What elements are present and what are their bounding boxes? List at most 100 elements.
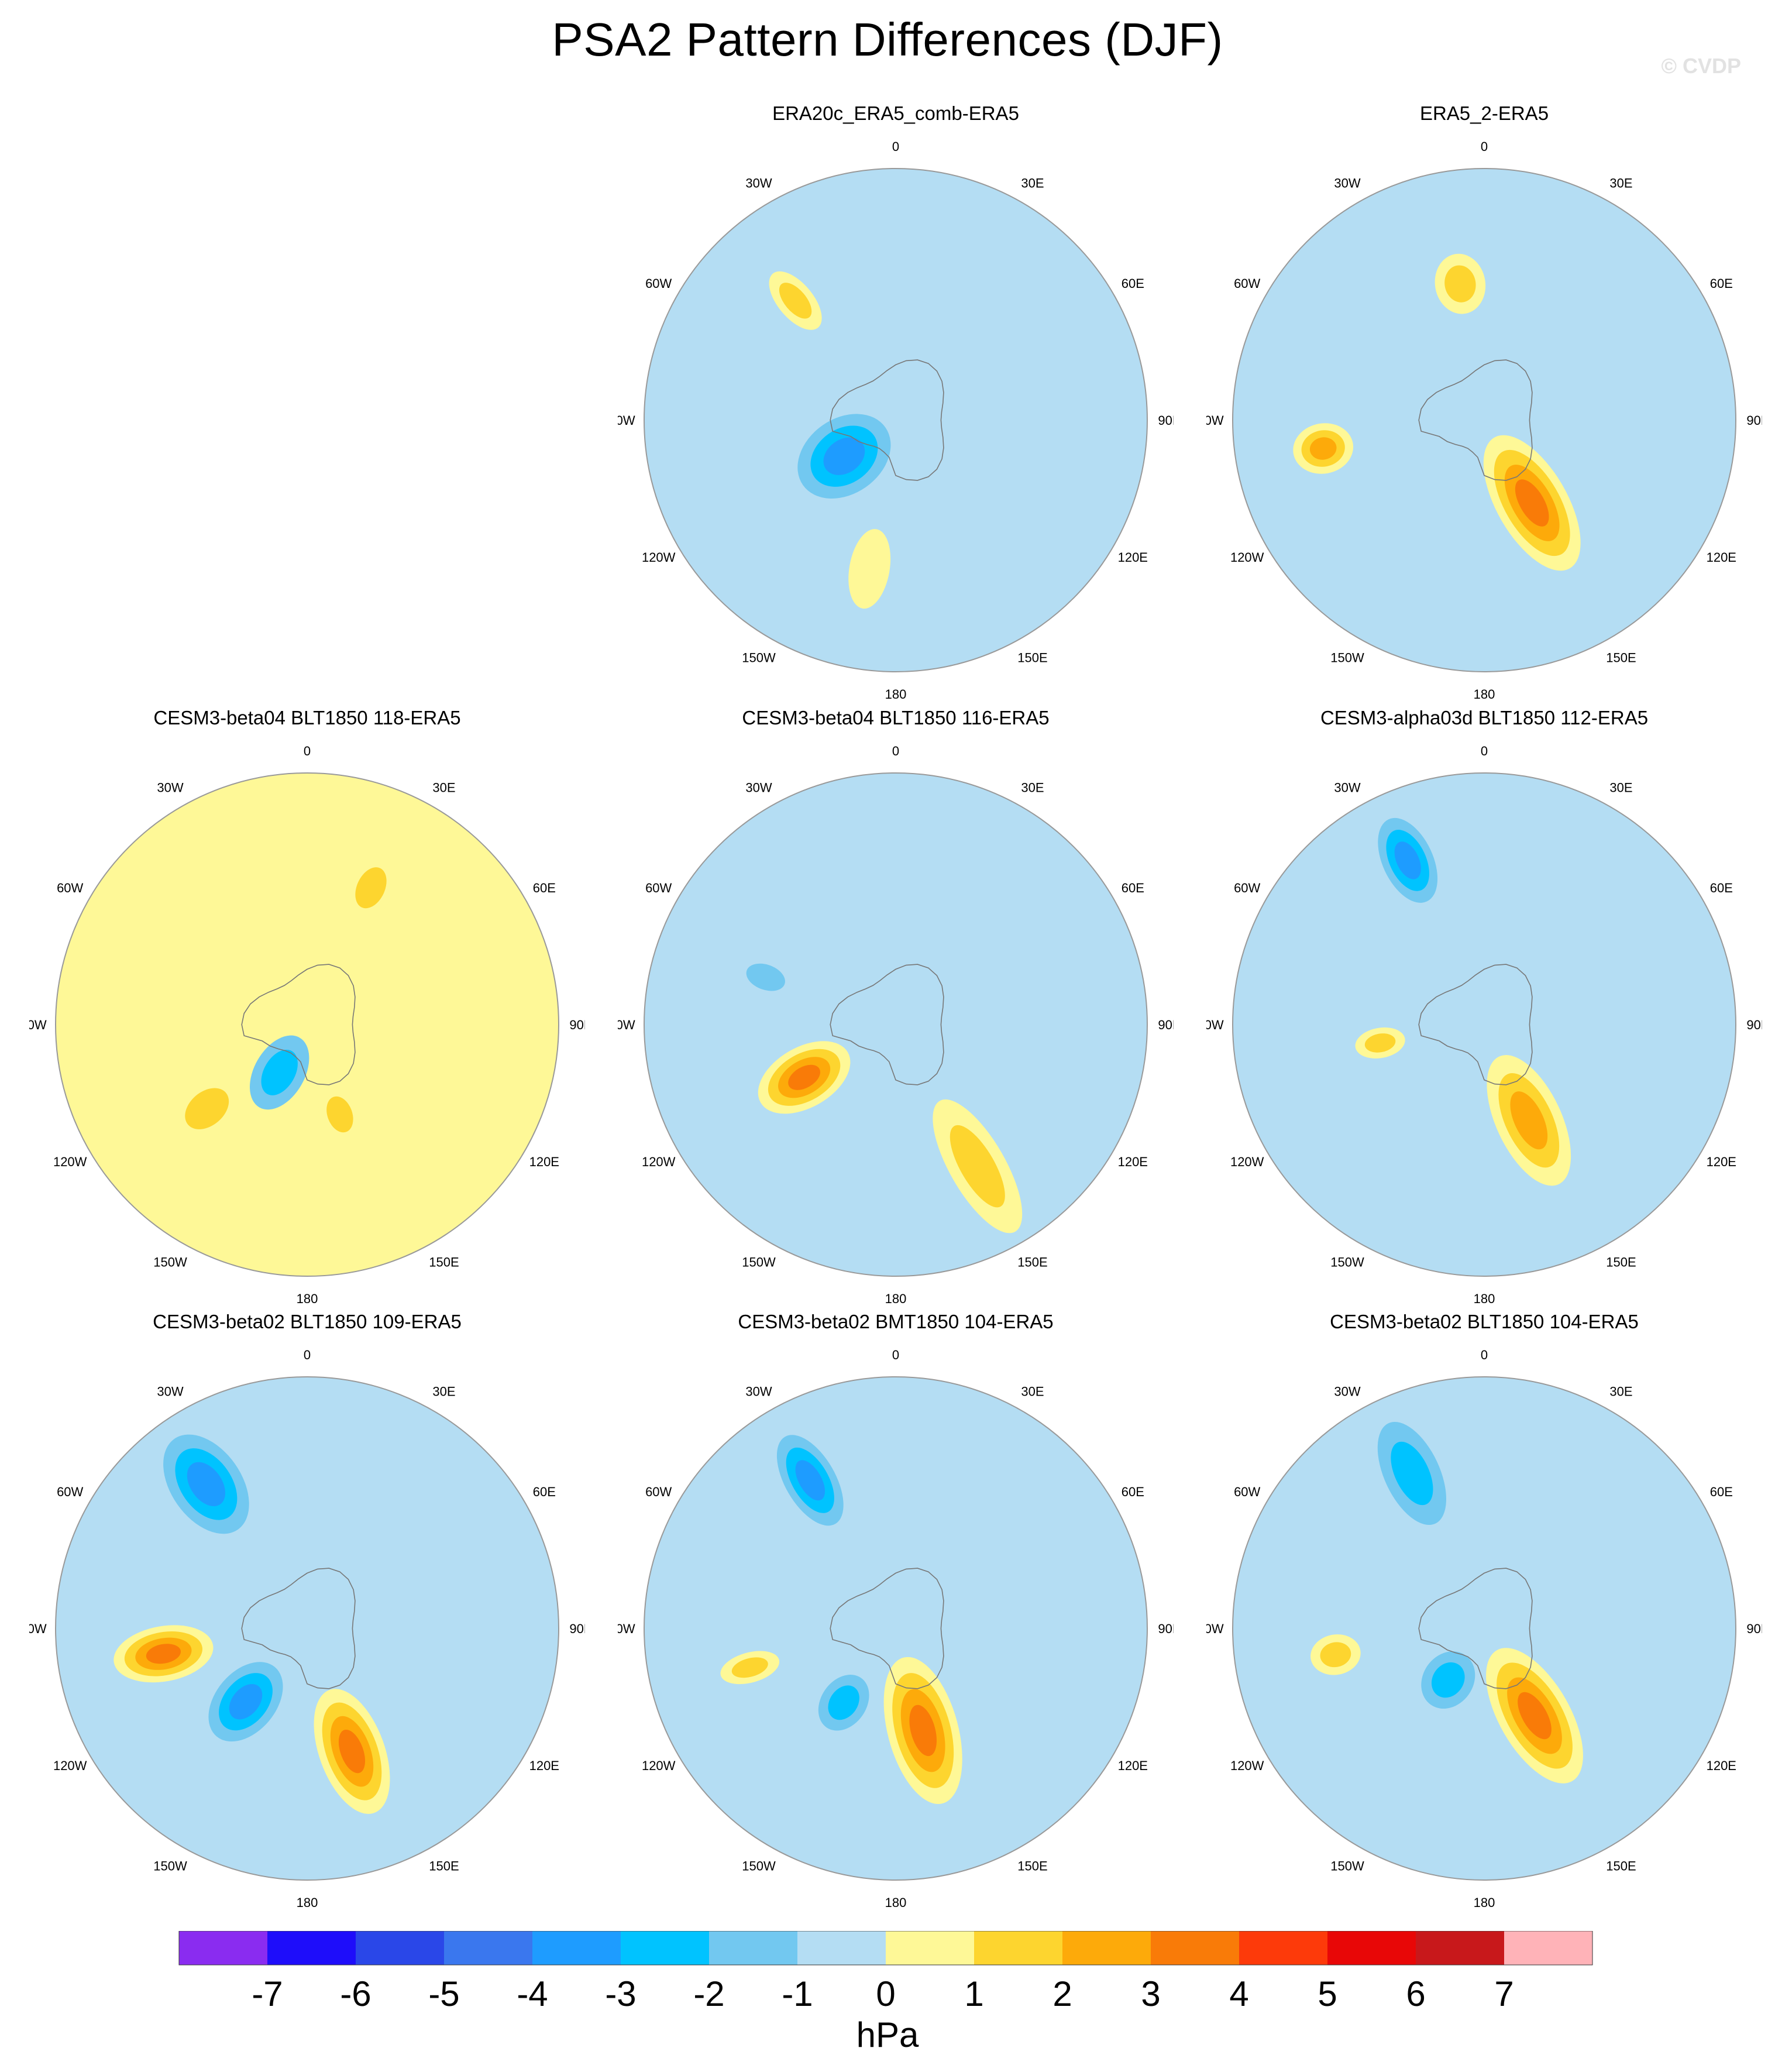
- map-background: [1233, 773, 1736, 1276]
- longitude-label: 30E: [1609, 176, 1632, 191]
- map-boundary: [644, 1376, 1148, 1881]
- low-anomaly-3: [208, 1662, 283, 1742]
- antarctica-coastline: [1418, 964, 1533, 1085]
- longitude-label: 60E: [1122, 1485, 1144, 1499]
- longitude-label: 30W: [1334, 176, 1360, 191]
- map-boundary: [1232, 1376, 1736, 1881]
- longitude-label: 30W: [745, 176, 772, 191]
- antarctica-coastline: [830, 359, 944, 481]
- longitude-label: 60E: [1122, 276, 1144, 291]
- colorbar-tick-label: -6: [340, 1974, 371, 2013]
- antarctica-coastline: [1418, 1568, 1533, 1689]
- high-anomaly-1: [769, 271, 822, 330]
- longitude-label: 120E: [1118, 1154, 1148, 1169]
- high-anomaly-3: [1355, 1027, 1405, 1059]
- longitude-label: 90W: [29, 1018, 47, 1032]
- longitude-label: 120E: [1118, 1758, 1148, 1773]
- longitude-label: 60W: [1234, 881, 1260, 895]
- page-title: PSA2 Pattern Differences (DJF): [552, 13, 1223, 66]
- longitude-label: 150E: [1606, 1858, 1636, 1873]
- colorbar-tick-label: 5: [1318, 1974, 1337, 2013]
- longitude-label: 180: [885, 687, 907, 702]
- colorbar-segment: [179, 1931, 268, 1965]
- map-boundary: [644, 772, 1148, 1277]
- longitude-label: 150W: [1330, 650, 1364, 665]
- high-anomaly-3: [1435, 253, 1486, 314]
- longitude-label: 30W: [745, 1384, 772, 1399]
- longitude-label: 90W: [1206, 413, 1224, 428]
- colorbar-segment: [886, 1931, 975, 1965]
- longitude-label: 90E: [1746, 1018, 1762, 1032]
- map-background: [644, 169, 1147, 672]
- low-anomaly-1: [163, 1434, 249, 1534]
- high-anomaly-3: [848, 529, 891, 609]
- longitude-label: 120E: [529, 1758, 559, 1773]
- colorbar-svg: -7 -6 -5 -4 -3 -2 -1 0 1 2 3 4 5 6 7 hPa: [178, 1930, 1593, 2054]
- longitude-label: 90W: [1206, 1621, 1224, 1636]
- longitude-label: 30E: [432, 781, 455, 795]
- longitude-label: 150W: [742, 650, 776, 665]
- low-anomaly-2: [797, 414, 891, 499]
- colorbar-tick-label: -7: [252, 1974, 283, 2013]
- colorbar-segment: [356, 1931, 445, 1965]
- longitude-label: 150E: [1017, 650, 1047, 665]
- colorbar-tick-label: 1: [964, 1974, 983, 2013]
- longitude-label: 60W: [645, 1485, 672, 1499]
- longitude-label: 90W: [618, 1621, 635, 1636]
- map-background: [56, 773, 559, 1276]
- low-anomaly-3: [818, 1675, 869, 1731]
- high-anomaly-2: [1293, 423, 1354, 474]
- panel-title: CESM3-beta02 BMT1850 104-ERA5: [738, 1311, 1054, 1332]
- map-background: [644, 773, 1147, 1276]
- longitude-label: 60E: [1122, 881, 1144, 895]
- longitude-label: 120W: [642, 1758, 676, 1773]
- colorbar-segment: [1239, 1931, 1328, 1965]
- longitude-label: 30W: [1334, 1384, 1360, 1399]
- longitude-label: 60E: [1710, 1485, 1733, 1499]
- high-anomaly-2: [883, 1657, 962, 1804]
- longitude-label: 60E: [533, 1485, 556, 1499]
- map-panel-7: CESM3-beta02 BMT1850 104-ERA5 0 30E 60E 90E 1…: [618, 1311, 1174, 1919]
- longitude-label: 90E: [1158, 413, 1174, 428]
- high-anomaly-2: [1487, 1055, 1571, 1186]
- longitude-label: 30E: [432, 1384, 455, 1399]
- longitude-label: 150W: [742, 1255, 776, 1269]
- longitude-label: 150W: [153, 1255, 187, 1269]
- map-boundary: [1232, 772, 1736, 1277]
- high-anomaly-1: [1483, 435, 1581, 571]
- panel-title: CESM3-beta02 BLT1850 109-ERA5: [153, 1311, 462, 1332]
- high-anomaly-2: [933, 1099, 1023, 1233]
- colorbar-segment: [1062, 1931, 1151, 1965]
- polar-map: 0 30E 60E 90E 120E 150E 180 150W 120W 90W 60W 30W: [618, 1348, 1174, 1910]
- longitude-label: 90W: [1206, 1018, 1224, 1032]
- longitude-label: 0: [1481, 139, 1488, 154]
- longitude-label: 0: [1481, 744, 1488, 758]
- map-background: [1233, 1377, 1736, 1880]
- longitude-label: 180: [1474, 1895, 1495, 1910]
- antarctica-coastline: [241, 1568, 356, 1689]
- longitude-label: 60W: [57, 1485, 83, 1499]
- colorbar-segment: [1504, 1931, 1593, 1965]
- longitude-label: 150W: [153, 1858, 187, 1873]
- map-panel-4: CESM3-beta04 BLT1850 116-ERA5 0 30E 60E 90E 1…: [618, 707, 1174, 1315]
- longitude-label: 90E: [1158, 1018, 1174, 1032]
- colorbar-unit-label: hPa: [856, 2015, 919, 2054]
- panel-title: CESM3-beta04 BLT1850 118-ERA5: [153, 707, 461, 729]
- longitude-label: 90E: [1746, 413, 1762, 428]
- map-panel-3: CESM3-beta04 BLT1850 118-ERA5 0 30E 60E 90E 1…: [29, 707, 585, 1315]
- colorbar-segment: [797, 1931, 886, 1965]
- antarctica-coastline: [241, 964, 356, 1085]
- colorbar-tick-label: -2: [693, 1974, 724, 2013]
- longitude-label: 180: [885, 1291, 907, 1306]
- longitude-label: 150E: [1017, 1255, 1047, 1269]
- polar-map: 0 30E 60E 90E 120E 150E 180 150W 120W 90W 60W 30W: [29, 1348, 585, 1910]
- polar-map: 0 30E 60E 90E 120E 150E 180 150W 120W 90W 60W 30W: [618, 744, 1174, 1306]
- colorbar-tick-label: -1: [782, 1974, 813, 2013]
- longitude-label: 120W: [642, 550, 676, 565]
- longitude-label: 120E: [1707, 550, 1736, 565]
- map-background: [644, 1377, 1147, 1880]
- polar-map: 0 30E 60E 90E 120E 150E 180 150W 120W 90W 60W 30W: [1206, 744, 1762, 1306]
- colorbar-tick-label: 7: [1494, 1974, 1513, 2013]
- colorbar-tick-label: 0: [876, 1974, 895, 2013]
- map-background: [1233, 169, 1736, 672]
